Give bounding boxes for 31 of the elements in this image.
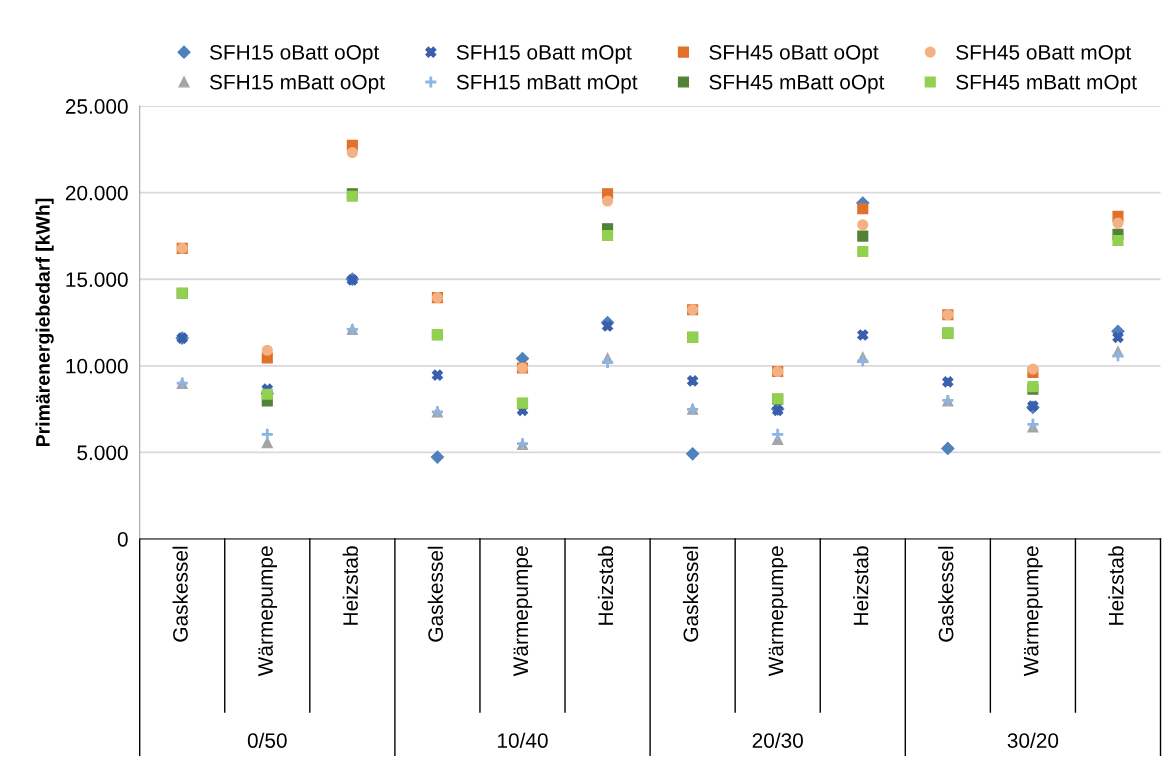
- x-tick-label: Wärmepumpe: [258, 546, 277, 677]
- text: 0/50: [247, 732, 287, 748]
- text: 20/30: [752, 732, 803, 748]
- x-tick-label: Heizstab: [853, 546, 869, 625]
- legend-label: SFH15 oBatt mOpt: [456, 44, 632, 64]
- x-tick-label: Heizstab: [342, 546, 358, 625]
- text: 30/20: [1007, 732, 1059, 748]
- x-tick-label: Heizstab: [597, 546, 614, 625]
- x-tick-label: Gaskessel: [682, 546, 699, 642]
- x-tick-label: Wärmepumpe: [1023, 546, 1043, 677]
- x-tick-label: Wärmepumpe: [768, 546, 788, 677]
- legend-label: SFH45 oBatt mOpt: [956, 44, 1132, 64]
- legend-label: SFH45 oBatt oOpt: [709, 44, 879, 64]
- text: 10/40: [498, 732, 548, 748]
- legend-label: SFH15 mBatt oOpt: [209, 74, 385, 94]
- y-tick-label: 10.000: [66, 358, 128, 374]
- x-tick-label: Wärmepumpe: [513, 546, 533, 677]
- legend-label: SFH45 mBatt mOpt: [956, 74, 1137, 94]
- x-tick-label: Heizstab: [1108, 546, 1124, 625]
- y-tick-label: 20.000: [65, 185, 128, 201]
- y-tick-label: 5.000: [77, 445, 128, 461]
- legend-label: SFH15 mBatt mOpt: [456, 74, 638, 94]
- y-tick-label: 25.000: [65, 99, 128, 114]
- legend-label: SFH15 oBatt oOpt: [209, 44, 380, 64]
- y-tick-label: 0: [117, 531, 128, 547]
- x-tick-label: Gaskessel: [427, 546, 444, 642]
- y-axis-title: Primärenergiebedarf [kWh]: [35, 198, 54, 447]
- y-tick-label: 15.000: [66, 272, 128, 287]
- x-tick-label: Gaskessel: [938, 546, 954, 642]
- legend-label: SFH45 mBatt oOpt: [709, 74, 885, 94]
- x-tick-label: Gaskessel: [172, 546, 188, 642]
